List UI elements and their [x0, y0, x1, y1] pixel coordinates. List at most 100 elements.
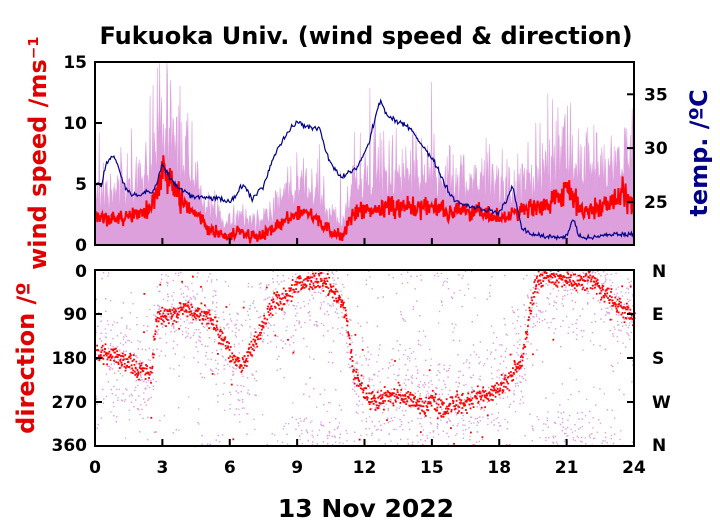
direction-raw-point — [553, 300, 555, 302]
direction-mean-point — [493, 387, 495, 389]
direction-mean-point — [299, 277, 302, 279]
direction-raw-point — [151, 354, 153, 357]
direction-mean-point — [351, 356, 353, 358]
direction-raw-point — [504, 383, 506, 385]
direction-raw-point — [569, 414, 571, 417]
direction-raw-point — [145, 387, 147, 389]
direction-raw-point — [219, 441, 221, 443]
direction-raw-point — [569, 288, 572, 291]
direction-mean-point — [509, 374, 512, 377]
direction-raw-point — [241, 401, 244, 403]
direction-raw-point — [165, 312, 167, 315]
direction-raw-point — [418, 408, 421, 410]
direction-raw-point — [255, 380, 258, 382]
direction-mean-point — [496, 382, 498, 385]
direction-mean-point — [372, 397, 374, 399]
direction-mean-point — [483, 391, 485, 393]
direction-mean-point — [629, 308, 632, 311]
direction-mean-point — [136, 376, 138, 378]
direction-mean-point — [200, 302, 203, 305]
direction-raw-point — [476, 314, 478, 316]
direction-raw-point — [320, 292, 322, 294]
direction-raw-point — [198, 408, 200, 410]
direction-raw-point — [418, 386, 421, 389]
direction-mean-point — [296, 276, 299, 279]
direction-mean-point — [540, 285, 543, 287]
direction-raw-point — [215, 294, 217, 296]
compass-tick-label: W — [652, 393, 671, 413]
direction-raw-point — [552, 392, 554, 394]
direction-raw-point — [214, 310, 216, 312]
direction-mean-point — [522, 347, 525, 350]
direction-mean-point — [592, 284, 594, 287]
direction-mean-point — [619, 305, 622, 307]
direction-raw-point — [409, 428, 411, 431]
direction-raw-point — [571, 300, 573, 302]
direction-raw-point — [581, 436, 583, 439]
direction-raw-point — [562, 421, 564, 424]
direction-raw-point — [547, 284, 549, 286]
direction-raw-point — [190, 302, 192, 304]
direction-raw-point — [414, 392, 416, 394]
direction-raw-point — [110, 363, 112, 365]
direction-raw-point — [239, 360, 241, 362]
direction-raw-point — [503, 318, 505, 320]
direction-mean-point — [281, 308, 283, 311]
direction-raw-point — [97, 423, 99, 426]
direction-raw-point — [100, 315, 102, 317]
direction-mean-point — [205, 311, 208, 313]
direction-raw-point — [222, 311, 225, 313]
direction-mean-point — [456, 412, 459, 414]
direction-raw-point — [396, 340, 398, 342]
direction-raw-point — [259, 287, 261, 289]
direction-mean-point — [488, 392, 491, 395]
direction-mean-point — [254, 340, 256, 343]
direction-raw-point — [301, 442, 304, 445]
direction-mean-point — [584, 289, 586, 291]
direction-raw-point — [561, 303, 563, 305]
direction-raw-point — [574, 301, 577, 303]
direction-raw-point — [461, 305, 463, 308]
direction-mean-point — [415, 403, 418, 405]
direction-raw-point — [335, 308, 338, 310]
direction-raw-point — [589, 410, 591, 413]
direction-mean-point — [308, 288, 311, 290]
direction-raw-point — [362, 340, 364, 342]
direction-raw-point — [305, 279, 307, 281]
direction-raw-point — [155, 380, 157, 383]
direction-mean-point — [323, 279, 326, 282]
direction-mean-point — [521, 359, 524, 362]
direction-mean-point — [400, 389, 403, 391]
direction-raw-point — [315, 320, 317, 323]
direction-raw-point — [458, 382, 460, 384]
direction-mean-point — [204, 311, 207, 314]
direction-raw-point — [597, 270, 599, 272]
direction-mean-point — [518, 364, 521, 367]
direction-mean-point — [569, 280, 572, 283]
direction-raw-point — [407, 369, 409, 371]
direction-mean-point — [195, 309, 198, 311]
direction-raw-point — [390, 399, 392, 401]
direction-raw-point — [612, 333, 614, 335]
direction-raw-point — [436, 272, 438, 275]
direction-raw-point — [193, 357, 195, 359]
direction-mean-point — [418, 400, 421, 403]
direction-raw-point — [337, 291, 339, 293]
direction-mean-point — [424, 415, 427, 417]
direction-raw-point — [231, 370, 234, 372]
direction-raw-point — [368, 380, 370, 382]
direction-raw-point — [398, 358, 401, 360]
direction-mean-point — [289, 295, 292, 297]
direction-raw-point — [391, 358, 394, 361]
direction-raw-point — [499, 397, 501, 399]
direction-raw-point — [171, 303, 173, 305]
direction-mean-point — [575, 289, 578, 292]
direction-raw-point — [400, 273, 403, 276]
direction-raw-point — [209, 273, 211, 275]
direction-raw-point — [250, 332, 252, 334]
direction-raw-point — [201, 443, 203, 445]
direction-raw-point — [140, 404, 142, 406]
direction-raw-point — [201, 343, 203, 346]
direction-mean-point — [382, 402, 385, 404]
direction-raw-point — [419, 423, 421, 425]
